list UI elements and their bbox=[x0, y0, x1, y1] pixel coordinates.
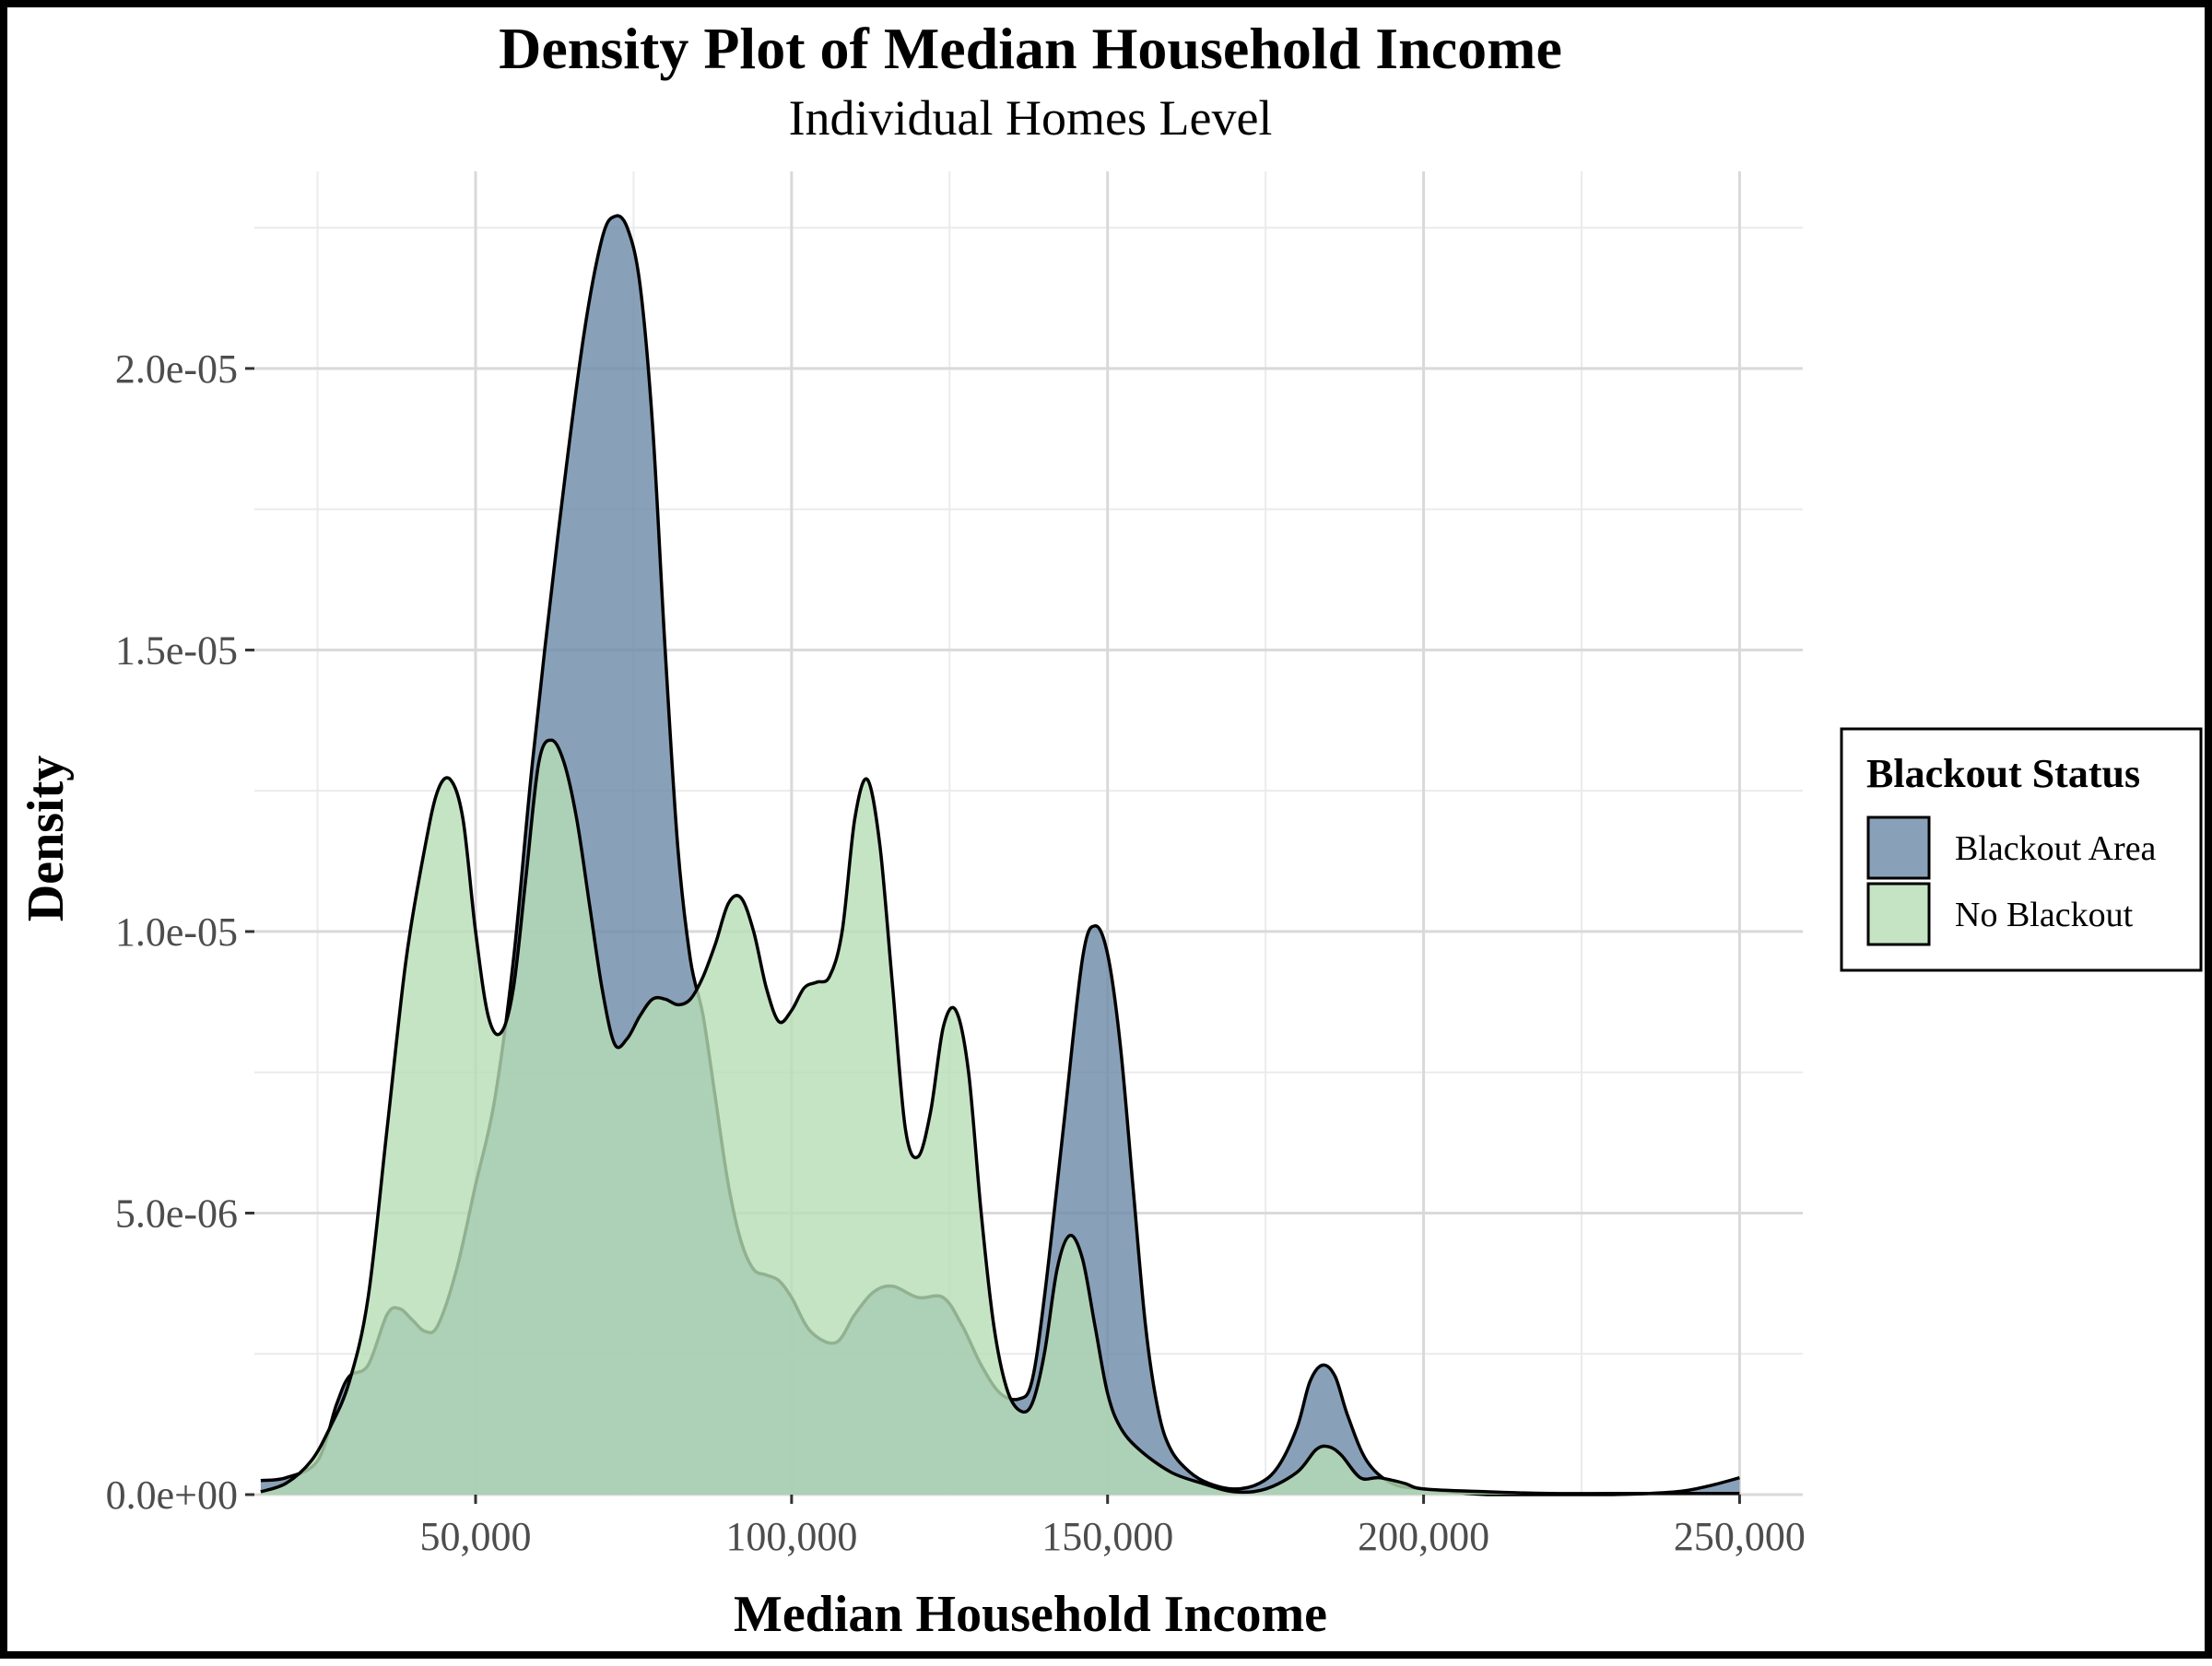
legend-label-blackout-area: Blackout Area bbox=[1955, 829, 2157, 868]
x-axis-title: Median Household Income bbox=[734, 1586, 1327, 1643]
density-area-no-blackout bbox=[260, 740, 1740, 1495]
y-tick-label: 1.0e-05 bbox=[115, 909, 238, 955]
x-tick-label: 150,000 bbox=[1041, 1514, 1173, 1559]
ticks: 50,000 100,000 150,000 200,000 250,000 0.0e+0… bbox=[106, 346, 1806, 1559]
legend-key-blackout-area bbox=[1866, 815, 1931, 880]
y-tick-label: 2.0e-05 bbox=[115, 346, 238, 392]
chart-title: Density Plot of Median Household Income bbox=[499, 16, 1562, 81]
series-layer bbox=[260, 214, 1740, 1496]
chart-subtitle: Individual Homes Level bbox=[789, 90, 1273, 146]
density-line-no-blackout bbox=[260, 738, 1740, 1496]
y-tick-label: 1.5e-05 bbox=[115, 628, 238, 673]
y-tick-label: 0.0e+00 bbox=[106, 1472, 238, 1518]
legend-key-no-blackout bbox=[1866, 882, 1931, 946]
density-chart: Density Plot of Median Household Income … bbox=[18, 16, 2203, 1643]
y-tick-label: 5.0e-06 bbox=[115, 1191, 238, 1236]
y-axis-title: Density bbox=[18, 756, 75, 921]
legend-title: Blackout Status bbox=[1866, 751, 2140, 796]
x-tick-label: 50,000 bbox=[420, 1514, 532, 1559]
legend: Blackout Status Blackout Area No Blackou… bbox=[1840, 727, 2203, 972]
x-tick-label: 200,000 bbox=[1358, 1514, 1489, 1559]
x-tick-label: 250,000 bbox=[1674, 1514, 1806, 1559]
legend-label-no-blackout: No Blackout bbox=[1955, 896, 2134, 934]
x-tick-label: 100,000 bbox=[725, 1514, 857, 1559]
